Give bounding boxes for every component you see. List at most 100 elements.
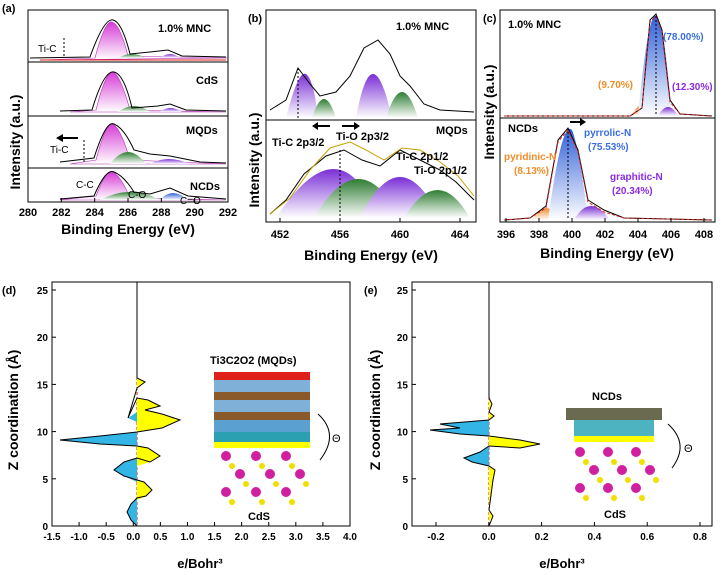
a-mqd-tic-label: Ti-C [50,145,69,156]
x-tick-label: 0.0 [126,532,140,543]
x-tick-label: 4.0 [343,532,357,543]
panel-c-x-ticks: 396 398 400 402 404 406 408 [497,218,713,241]
a-mnc-co-peak [118,54,146,58]
x-tick-label: 286 [119,207,137,219]
x-tick-label: 290 [185,207,203,219]
panel-d: (d) Z coordination (Å) Ti3C2O2 (MQDs) Cd… [2,281,357,571]
d-carbon-layer [214,412,310,420]
c-bot-pyridinic-label: pyridinic-N [504,152,556,163]
panel-e-xlabel: e/Bohr³ [539,556,585,571]
y-tick-label: 0 [42,522,48,533]
b-top-stack-label: 1.0% MNC [396,21,449,33]
panel-a-ylabel: Intensity (a.u.) [7,95,23,190]
panel-d-ylabel: Z coordination (Å) [5,350,21,471]
x-tick-label: 408 [695,229,713,241]
panel-b-ylabel: Intensity (a.u.) [246,113,262,208]
x-tick-label: -0.2 [427,532,445,543]
b-label-tic12: Ti-C 2p1/2 [396,151,448,163]
d-ti-layer [214,380,310,392]
a-mqd-co-peak [110,152,146,164]
d-structure-bottom-label: CdS [248,511,270,523]
x-tick-label: 398 [530,229,548,241]
panel-c: (c) Intensity (a.u.) 1.0% MNC (78.00%) (… [481,9,716,261]
a-mqd-raw [59,123,227,164]
e-negative-lobe [430,420,489,466]
e-structure-top-label: NCDs [592,391,622,403]
a-mqd-shift-arrowhead [56,134,63,142]
panel-b-x-ticks: 452 456 460 464 [271,218,470,241]
a-mnc-cc-peak [39,21,229,61]
x-tick-label: -0.5 [98,532,116,543]
d-oxygen-layer [214,372,310,380]
panel-c-xlabel: Binding Energy (eV) [540,245,674,261]
panel-b-letter: (b) [248,13,262,25]
b-top-tic32 [270,73,318,118]
e-positive-lobe [489,398,540,522]
panel-d-y-ticks: 0 5 10 15 20 25 [37,286,56,533]
x-tick-label: -1.0 [70,532,88,543]
a-ncd-ceo-peak [160,193,188,200]
c-top-fit [504,15,713,117]
b-top-raw [269,39,475,113]
d-cd-atoms [221,451,305,497]
c-bot-graphitic-label: graphitic-N [610,172,663,183]
a-ncd-raw [59,171,227,200]
x-tick-label: 460 [391,229,409,241]
d-electron-symbol: Θ [332,433,341,445]
a-mnc-tic-label: Ti-C [38,44,57,55]
d-negative-lobe [60,412,137,526]
y-tick-label: 25 [397,286,409,297]
e-transfer-arrow [667,423,681,469]
c-bot-pyrrolic [548,128,588,220]
x-tick-label: 406 [662,229,680,241]
x-tick-label: 2.5 [262,532,276,543]
x-tick-label: 1.0 [181,532,195,543]
panel-a-letter: (a) [2,3,16,15]
e-profile-line [429,282,541,527]
a-cds-raw [59,71,227,112]
a-ncd-stack-label: NCDs [190,181,220,193]
x-tick-label: 456 [331,229,349,241]
c-top-stack-label: 1.0% MNC [508,19,561,31]
panel-d-letter: (d) [2,285,16,297]
b-label-tio12: Ti-O 2p1/2 [414,165,467,177]
y-tick-label: 25 [37,286,49,297]
d-carbon-layer [214,392,310,400]
b-top-tio32 [312,99,336,118]
d-sulfur-layer [214,442,310,448]
a-mnc-ceo-peak [160,54,180,58]
c-bot-pyridinic-pct: (8.13%) [514,166,549,177]
y-tick-label: 0 [402,522,408,533]
e-s-atoms [583,459,659,501]
c-top-pct-pyrrolic: (78.00%) [663,32,704,43]
x-tick-label: 0.5 [153,532,167,543]
x-tick-label: 292 [219,207,237,219]
panel-e-frame [411,281,713,527]
x-tick-label: 464 [451,229,470,241]
y-tick-label: 10 [397,428,409,439]
b-label-tic32: Ti-C 2p3/2 [272,137,324,149]
b-bot-raw [269,149,475,215]
x-tick-label: 404 [629,229,648,241]
x-tick-label: 282 [52,207,70,219]
x-tick-label: 0.6 [640,532,654,543]
b-label-tio32: Ti-O 2p3/2 [336,131,389,143]
c-bot-pyrrolic-label: pyrrolic-N [584,128,631,139]
a-ncd-ceo-label: C=O [180,196,201,207]
x-tick-label: 288 [152,207,170,219]
panel-d-x-ticks: -1.5 -1.0 -0.5 0.0 0.5 1.0 1.5 2.0 2.5 3.0 3.5 4.0 [43,522,357,543]
a-mnc-stack-label: 1.0% MNC [158,23,211,35]
a-mqd-ceo-peak [150,159,190,164]
b-bot-fit [269,141,475,215]
panel-e-x-ticks: -0.2 0.0 0.2 0.4 0.6 0.8 [427,522,707,543]
x-tick-label: 400 [563,229,581,241]
panel-d-xlabel: e/Bohr³ [177,556,223,571]
panel-c-letter: (c) [483,13,497,25]
x-tick-label: 280 [19,207,37,219]
a-mnc-raw [29,19,227,59]
panel-c-ylabel: Intensity (a.u.) [481,65,497,160]
a-ncd-co-label: C-O [128,190,147,201]
e-ncd-layer [566,408,662,420]
b-shift-arrowhead [312,122,318,130]
